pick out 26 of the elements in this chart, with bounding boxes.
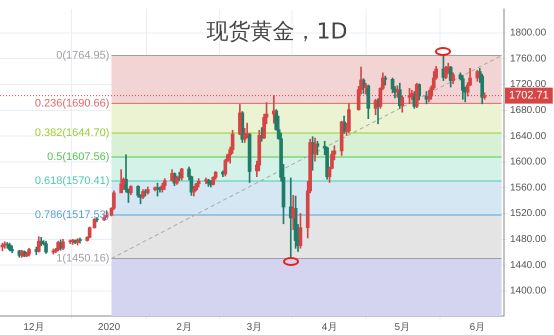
- ref-line-label: 0.382(1644.70): [34, 127, 110, 140]
- text: 现货黄金，1D: [206, 20, 348, 45]
- y-tick-label: 1640.00: [510, 130, 547, 142]
- y-tick-label: 1760.00: [510, 53, 547, 64]
- x-tick-label: 6月: [470, 322, 486, 333]
- x-tick-label: 2月: [176, 322, 192, 333]
- x-tick-label: 4月: [322, 322, 338, 333]
- ref-line-label: 1702.71: [509, 90, 549, 102]
- y-tick-label: 1440.00: [510, 260, 547, 271]
- ref-line-label: 1(1450.16): [56, 252, 110, 265]
- y-tick-label: 1600.00: [510, 156, 547, 168]
- x-tick-label: 5月: [394, 322, 410, 333]
- x-tick-label: 3月: [246, 322, 262, 333]
- x-tick-label: 12月: [23, 322, 44, 333]
- y-tick-label: 1800.00: [510, 28, 547, 39]
- ref-line-label: 0.618(1570.41): [34, 174, 110, 187]
- ref-line-label: 0.5(1607.56): [47, 151, 110, 164]
- y-tick-label: 1720.00: [510, 79, 547, 90]
- ref-line-label: 0.236(1690.66): [34, 97, 110, 110]
- y-tick-label: 1480.00: [510, 234, 547, 245]
- y-tick-label: 1520.00: [510, 208, 547, 220]
- y-tick-label: 1560.00: [510, 182, 547, 194]
- x-tick-label: 2020: [98, 322, 121, 333]
- ref-line-label: 0(1764.95): [56, 50, 110, 62]
- y-tick-label: 1680.00: [510, 105, 547, 116]
- y-tick-label: 1400.00: [510, 286, 547, 297]
